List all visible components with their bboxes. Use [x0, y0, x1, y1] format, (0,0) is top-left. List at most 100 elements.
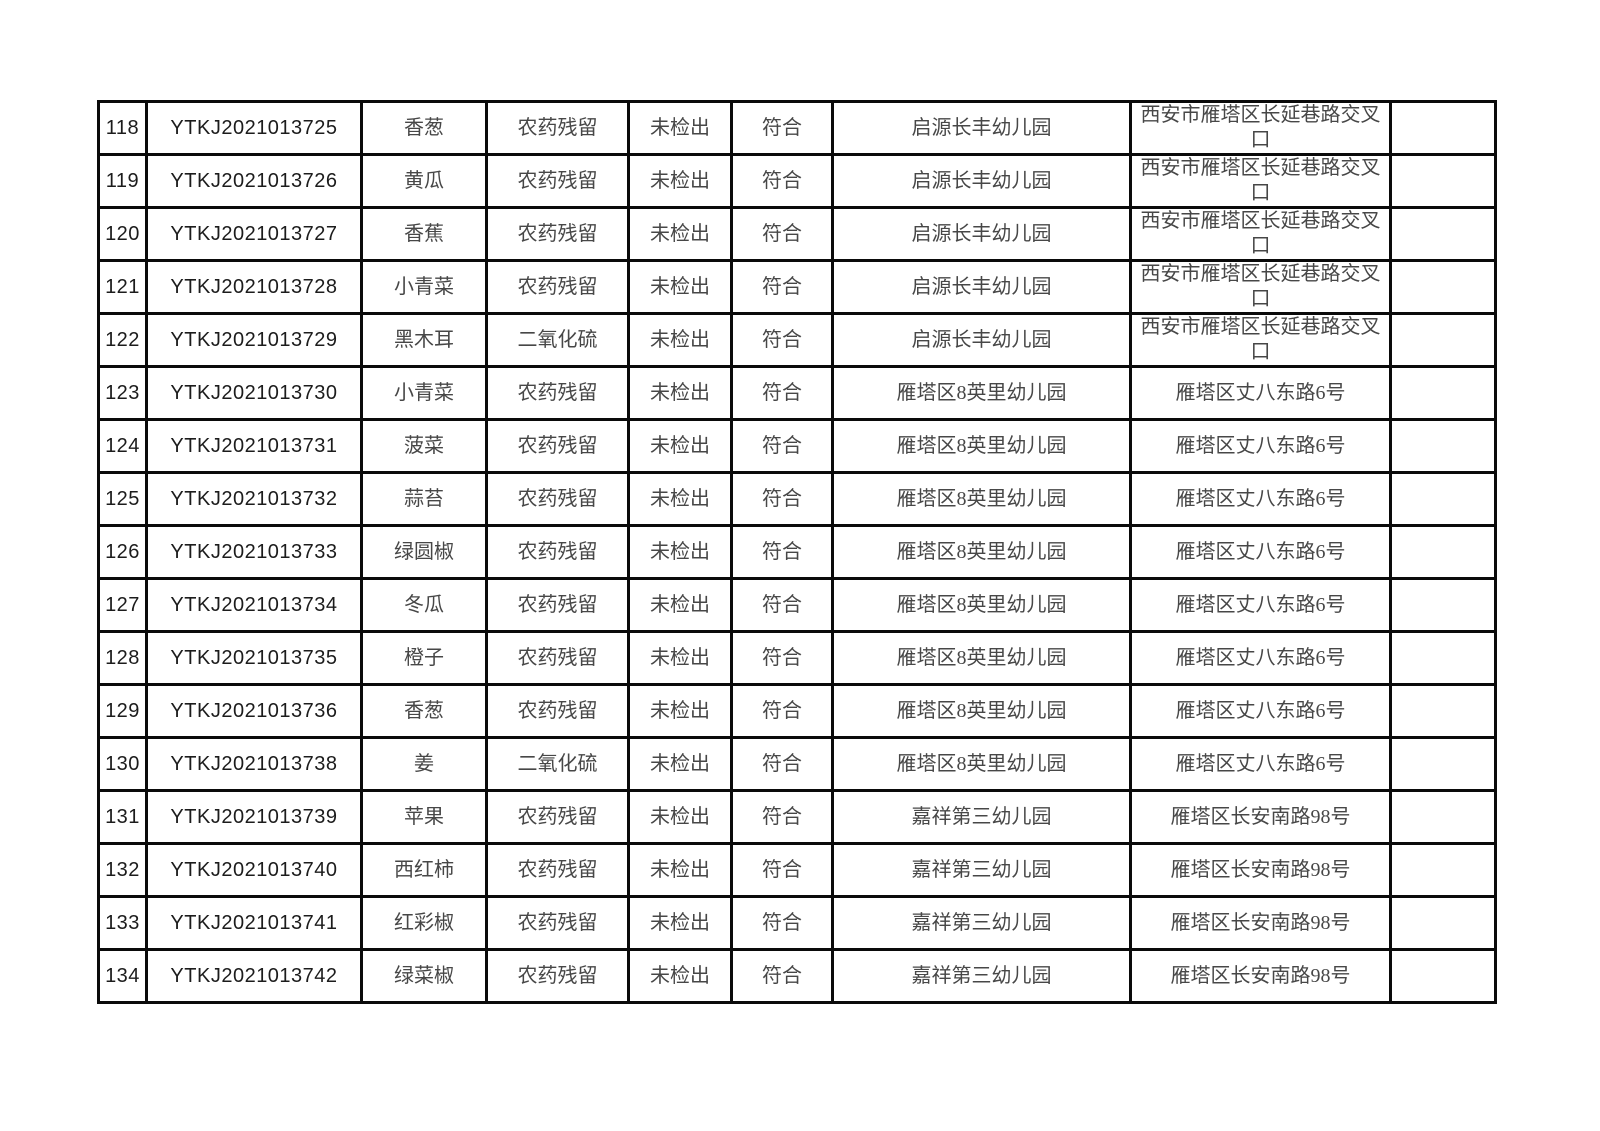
cell-row-index: 126 — [97, 524, 148, 580]
cell-conclusion: 符合 — [730, 418, 834, 474]
cell-conclusion: 符合 — [730, 259, 834, 315]
cell-result: 未检出 — [627, 100, 733, 156]
table-row: 132 YTKJ2021013740 西红柿 农药残留 未检出 符合 嘉祥第三幼… — [97, 842, 1497, 898]
cell-address: 雁塔区长安南路98号 — [1129, 842, 1392, 898]
cell-conclusion: 符合 — [730, 683, 834, 739]
cell-remark — [1389, 683, 1497, 739]
cell-test-item: 农药残留 — [485, 842, 630, 898]
cell-sample-name: 姜 — [360, 736, 488, 792]
cell-test-item: 农药残留 — [485, 153, 630, 209]
cell-sample-id: YTKJ2021013728 — [145, 259, 363, 315]
cell-result: 未检出 — [627, 842, 733, 898]
cell-result: 未检出 — [627, 895, 733, 951]
cell-test-item: 农药残留 — [485, 206, 630, 262]
cell-result: 未检出 — [627, 789, 733, 845]
cell-sample-id: YTKJ2021013735 — [145, 630, 363, 686]
cell-organization: 雁塔区8英里幼儿园 — [831, 630, 1132, 686]
table-row: 123 YTKJ2021013730 小青菜 农药残留 未检出 符合 雁塔区8英… — [97, 365, 1497, 421]
cell-remark — [1389, 206, 1497, 262]
cell-sample-id: YTKJ2021013726 — [145, 153, 363, 209]
cell-conclusion: 符合 — [730, 153, 834, 209]
cell-organization: 雁塔区8英里幼儿园 — [831, 577, 1132, 633]
cell-remark — [1389, 471, 1497, 527]
cell-sample-name: 橙子 — [360, 630, 488, 686]
cell-sample-name: 香蕉 — [360, 206, 488, 262]
cell-address: 雁塔区长安南路98号 — [1129, 789, 1392, 845]
table-row: 122 YTKJ2021013729 黑木耳 二氧化硫 未检出 符合 启源长丰幼… — [97, 312, 1497, 368]
cell-sample-name: 菠菜 — [360, 418, 488, 474]
cell-result: 未检出 — [627, 948, 733, 1004]
cell-remark — [1389, 630, 1497, 686]
cell-row-index: 132 — [97, 842, 148, 898]
cell-test-item: 农药残留 — [485, 365, 630, 421]
cell-remark — [1389, 259, 1497, 315]
cell-sample-id: YTKJ2021013731 — [145, 418, 363, 474]
cell-sample-id: YTKJ2021013742 — [145, 948, 363, 1004]
cell-sample-id: YTKJ2021013738 — [145, 736, 363, 792]
table-row: 118 YTKJ2021013725 香葱 农药残留 未检出 符合 启源长丰幼儿… — [97, 100, 1497, 156]
table-row: 129 YTKJ2021013736 香葱 农药残留 未检出 符合 雁塔区8英里… — [97, 683, 1497, 739]
cell-address: 西安市雁塔区长延巷路交叉口 — [1129, 100, 1392, 156]
cell-conclusion: 符合 — [730, 206, 834, 262]
cell-row-index: 133 — [97, 895, 148, 951]
cell-result: 未检出 — [627, 153, 733, 209]
cell-remark — [1389, 948, 1497, 1004]
cell-result: 未检出 — [627, 312, 733, 368]
cell-organization: 雁塔区8英里幼儿园 — [831, 683, 1132, 739]
cell-sample-name: 绿圆椒 — [360, 524, 488, 580]
cell-test-item: 二氧化硫 — [485, 312, 630, 368]
cell-remark — [1389, 418, 1497, 474]
cell-organization: 嘉祥第三幼儿园 — [831, 789, 1132, 845]
cell-sample-id: YTKJ2021013736 — [145, 683, 363, 739]
cell-organization: 雁塔区8英里幼儿园 — [831, 736, 1132, 792]
cell-organization: 嘉祥第三幼儿园 — [831, 948, 1132, 1004]
cell-row-index: 123 — [97, 365, 148, 421]
cell-address: 西安市雁塔区长延巷路交叉口 — [1129, 259, 1392, 315]
cell-conclusion: 符合 — [730, 471, 834, 527]
cell-sample-name: 西红柿 — [360, 842, 488, 898]
cell-address: 雁塔区丈八东路6号 — [1129, 683, 1392, 739]
cell-conclusion: 符合 — [730, 365, 834, 421]
cell-sample-id: YTKJ2021013732 — [145, 471, 363, 527]
cell-organization: 嘉祥第三幼儿园 — [831, 895, 1132, 951]
cell-row-index: 124 — [97, 418, 148, 474]
cell-row-index: 122 — [97, 312, 148, 368]
cell-sample-name: 黄瓜 — [360, 153, 488, 209]
cell-test-item: 农药残留 — [485, 471, 630, 527]
cell-remark — [1389, 789, 1497, 845]
cell-sample-name: 苹果 — [360, 789, 488, 845]
cell-sample-name: 绿菜椒 — [360, 948, 488, 1004]
cell-test-item: 农药残留 — [485, 630, 630, 686]
cell-sample-id: YTKJ2021013725 — [145, 100, 363, 156]
cell-row-index: 129 — [97, 683, 148, 739]
cell-conclusion: 符合 — [730, 736, 834, 792]
cell-sample-name: 小青菜 — [360, 365, 488, 421]
cell-sample-name: 黑木耳 — [360, 312, 488, 368]
table-row: 128 YTKJ2021013735 橙子 农药残留 未检出 符合 雁塔区8英里… — [97, 630, 1497, 686]
cell-conclusion: 符合 — [730, 312, 834, 368]
table-row: 125 YTKJ2021013732 蒜苔 农药残留 未检出 符合 雁塔区8英里… — [97, 471, 1497, 527]
cell-result: 未检出 — [627, 524, 733, 580]
cell-row-index: 125 — [97, 471, 148, 527]
table-row: 127 YTKJ2021013734 冬瓜 农药残留 未检出 符合 雁塔区8英里… — [97, 577, 1497, 633]
table-row: 131 YTKJ2021013739 苹果 农药残留 未检出 符合 嘉祥第三幼儿… — [97, 789, 1497, 845]
cell-result: 未检出 — [627, 418, 733, 474]
table-row: 124 YTKJ2021013731 菠菜 农药残留 未检出 符合 雁塔区8英里… — [97, 418, 1497, 474]
cell-row-index: 127 — [97, 577, 148, 633]
cell-row-index: 119 — [97, 153, 148, 209]
cell-result: 未检出 — [627, 365, 733, 421]
cell-row-index: 120 — [97, 206, 148, 262]
cell-remark — [1389, 842, 1497, 898]
cell-test-item: 农药残留 — [485, 524, 630, 580]
table-row: 126 YTKJ2021013733 绿圆椒 农药残留 未检出 符合 雁塔区8英… — [97, 524, 1497, 580]
cell-result: 未检出 — [627, 630, 733, 686]
table-row: 119 YTKJ2021013726 黄瓜 农药残留 未检出 符合 启源长丰幼儿… — [97, 153, 1497, 209]
table-row: 134 YTKJ2021013742 绿菜椒 农药残留 未检出 符合 嘉祥第三幼… — [97, 948, 1497, 1004]
cell-organization: 启源长丰幼儿园 — [831, 312, 1132, 368]
cell-address: 西安市雁塔区长延巷路交叉口 — [1129, 206, 1392, 262]
cell-address: 雁塔区丈八东路6号 — [1129, 736, 1392, 792]
cell-result: 未检出 — [627, 736, 733, 792]
table-row: 133 YTKJ2021013741 红彩椒 农药残留 未检出 符合 嘉祥第三幼… — [97, 895, 1497, 951]
cell-sample-name: 红彩椒 — [360, 895, 488, 951]
